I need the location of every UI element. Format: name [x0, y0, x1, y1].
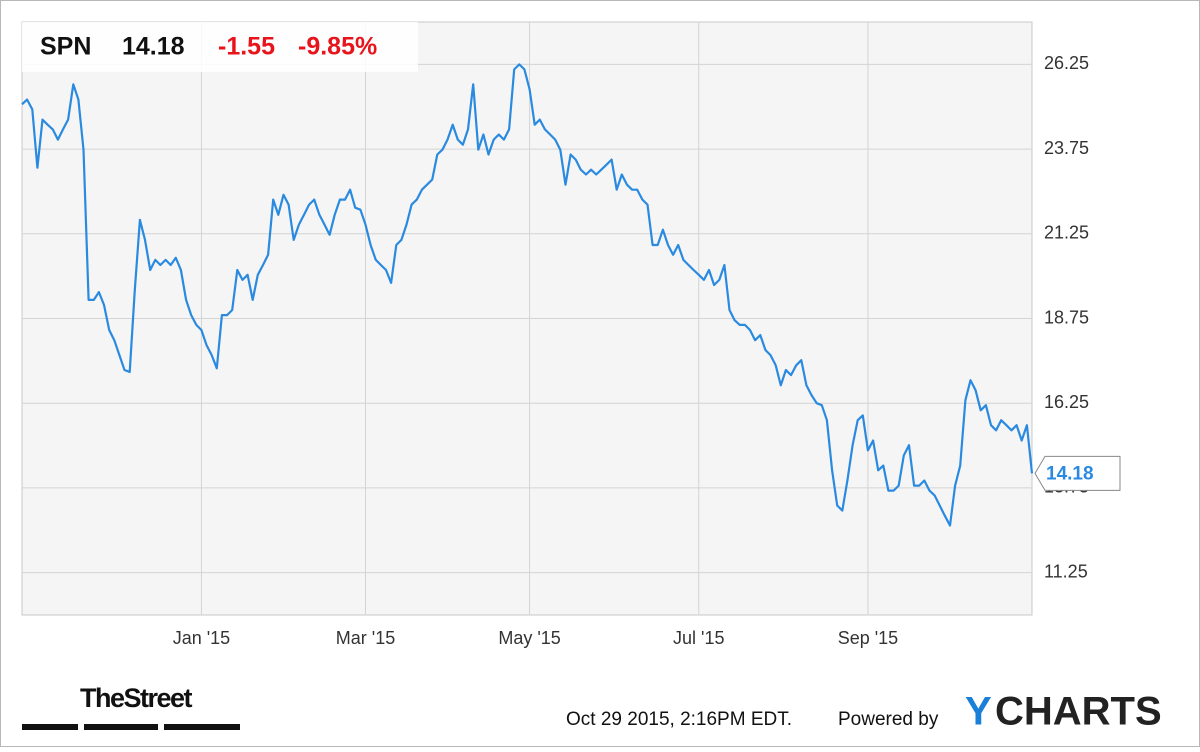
y-tick-label: 26.25 [1044, 53, 1089, 73]
brand-bar [164, 724, 240, 730]
logo-text: CHARTS [995, 690, 1162, 734]
y-tick-label: 16.25 [1044, 392, 1089, 412]
timestamp: Oct 29 2015, 2:16PM EDT. [566, 709, 792, 730]
logo-mark: Y [965, 690, 992, 734]
y-tick-label: 18.75 [1044, 307, 1089, 327]
change: -1.55 [218, 33, 275, 61]
x-tick-label: Jan '15 [173, 628, 230, 648]
tag-box [1034, 455, 1121, 491]
brand: TheStreet [80, 683, 193, 713]
y-tick-label: 21.25 [1044, 223, 1089, 243]
powered-by: Powered by [838, 709, 939, 730]
x-tick-label: May '15 [498, 628, 560, 648]
ticker: SPN [40, 33, 91, 61]
change-pct: -9.85% [298, 33, 377, 61]
y-tick-label: 23.75 [1044, 138, 1089, 158]
brand-bar [84, 724, 158, 730]
y-tick-label: 11.25 [1044, 561, 1088, 581]
price-line [21, 63, 1034, 527]
price: 14.18 [122, 33, 185, 61]
last-value-tag: 14.18 [1034, 455, 1121, 491]
x-tick-label: Mar '15 [336, 628, 395, 648]
brand-bar [22, 724, 78, 730]
lines [21, 63, 1034, 527]
x-tick-label: Sep '15 [838, 628, 899, 648]
last-value: 14.18 [1046, 463, 1094, 484]
header-box [22, 22, 418, 72]
x-tick-label: Jul '15 [673, 628, 724, 648]
